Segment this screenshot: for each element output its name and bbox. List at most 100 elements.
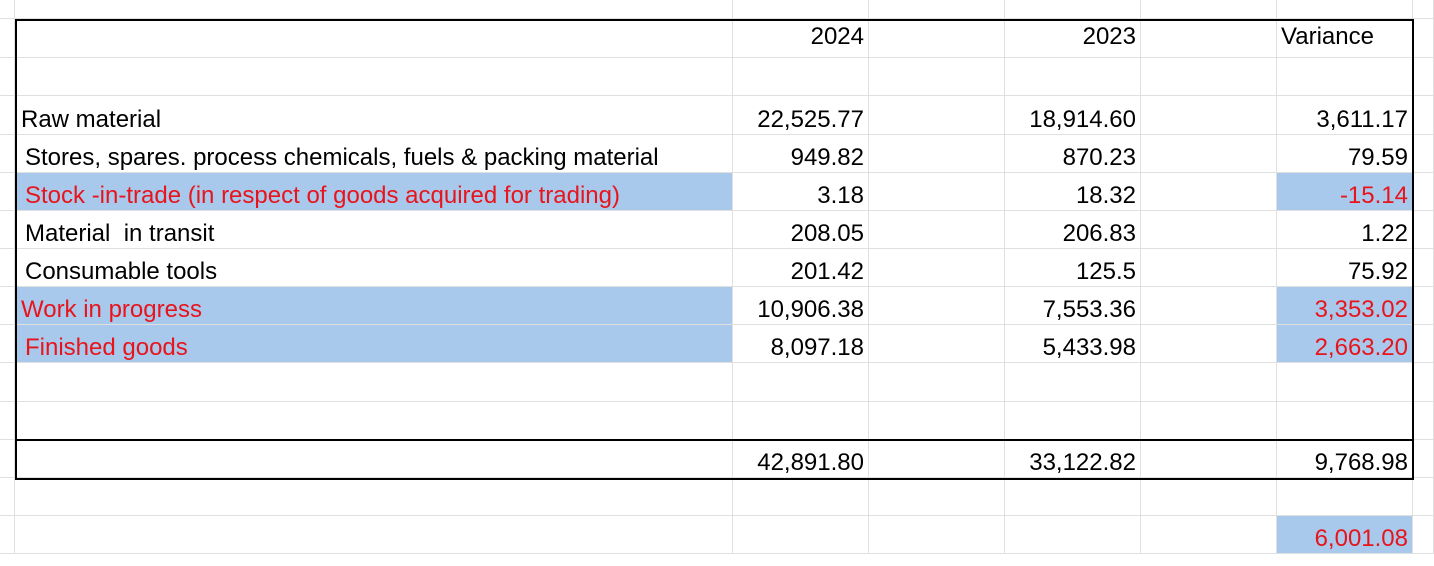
total-label-cell[interactable]	[15, 440, 733, 478]
cell[interactable]	[15, 402, 733, 440]
cell[interactable]	[1141, 478, 1277, 516]
row-label-stock-in-trade[interactable]: Stock -in-trade (in respect of goods acq…	[15, 173, 733, 211]
cell[interactable]	[0, 173, 15, 211]
cell[interactable]	[733, 516, 869, 554]
cell[interactable]	[733, 0, 869, 19]
cell[interactable]	[1277, 478, 1413, 516]
highlighted-variance-sum[interactable]: 6,001.08	[1277, 516, 1413, 554]
value-2024-finished-goods[interactable]: 8,097.18	[733, 325, 869, 363]
cell[interactable]	[0, 363, 15, 402]
value-2023-raw-material[interactable]: 18,914.60	[1005, 96, 1141, 135]
cell[interactable]	[869, 135, 1005, 173]
cell[interactable]	[869, 211, 1005, 249]
row-label-consumable-tools[interactable]: Consumable tools	[15, 249, 733, 287]
row-label-raw-material[interactable]: Raw material	[15, 96, 733, 135]
cell[interactable]	[0, 19, 15, 58]
cell[interactable]	[869, 325, 1005, 363]
cell[interactable]	[15, 478, 733, 516]
cell[interactable]	[869, 516, 1005, 554]
value-2023-work-in-progress[interactable]: 7,553.36	[1005, 287, 1141, 325]
cell[interactable]	[15, 0, 733, 19]
cell[interactable]	[1413, 173, 1434, 211]
cell[interactable]	[1141, 19, 1277, 58]
cell[interactable]	[733, 363, 869, 402]
cell[interactable]	[1277, 363, 1413, 402]
cell[interactable]	[1141, 173, 1277, 211]
cell[interactable]	[1005, 516, 1141, 554]
total-2023[interactable]: 33,122.82	[1005, 440, 1141, 478]
value-2023-material-in-transit[interactable]: 206.83	[1005, 211, 1141, 249]
cell[interactable]	[869, 402, 1005, 440]
cell[interactable]	[1413, 402, 1434, 440]
row-label-material-in-transit[interactable]: Material in transit	[15, 211, 733, 249]
variance-material-in-transit[interactable]: 1.22	[1277, 211, 1413, 249]
value-2023-stock-in-trade[interactable]: 18.32	[1005, 173, 1141, 211]
header-label-cell[interactable]	[15, 19, 733, 58]
cell[interactable]	[0, 516, 15, 554]
value-2024-work-in-progress[interactable]: 10,906.38	[733, 287, 869, 325]
cell[interactable]	[1141, 58, 1277, 96]
cell[interactable]	[0, 287, 15, 325]
cell[interactable]	[869, 173, 1005, 211]
cell[interactable]	[1413, 19, 1434, 58]
variance-raw-material[interactable]: 3,611.17	[1277, 96, 1413, 135]
header-2024-cell[interactable]: 2024	[733, 19, 869, 58]
cell[interactable]	[1413, 211, 1434, 249]
header-variance-cell[interactable]: Variance	[1277, 19, 1413, 58]
value-2024-material-in-transit[interactable]: 208.05	[733, 211, 869, 249]
row-label-work-in-progress[interactable]: Work in progress	[15, 287, 733, 325]
cell[interactable]	[1413, 516, 1434, 554]
cell[interactable]	[1413, 325, 1434, 363]
cell[interactable]	[0, 478, 15, 516]
cell[interactable]	[1141, 325, 1277, 363]
cell[interactable]	[1005, 402, 1141, 440]
cell[interactable]	[869, 249, 1005, 287]
variance-stores[interactable]: 79.59	[1277, 135, 1413, 173]
row-label-stores[interactable]: Stores, spares. process chemicals, fuels…	[15, 135, 733, 173]
cell[interactable]	[1141, 0, 1277, 19]
cell[interactable]	[1141, 211, 1277, 249]
row-label-finished-goods[interactable]: Finished goods	[15, 325, 733, 363]
cell[interactable]	[1277, 58, 1413, 96]
value-2023-finished-goods[interactable]: 5,433.98	[1005, 325, 1141, 363]
cell[interactable]	[869, 0, 1005, 19]
cell[interactable]	[1277, 402, 1413, 440]
cell[interactable]	[1413, 249, 1434, 287]
cell[interactable]	[869, 287, 1005, 325]
cell[interactable]	[1413, 135, 1434, 173]
value-2024-stock-in-trade[interactable]: 3.18	[733, 173, 869, 211]
cell[interactable]	[1005, 0, 1141, 19]
cell[interactable]	[869, 96, 1005, 135]
cell[interactable]	[15, 363, 733, 402]
cell[interactable]	[1413, 440, 1434, 478]
cell[interactable]	[869, 19, 1005, 58]
cell[interactable]	[1413, 363, 1434, 402]
cell[interactable]	[0, 440, 15, 478]
cell[interactable]	[0, 96, 15, 135]
value-2024-stores[interactable]: 949.82	[733, 135, 869, 173]
cell[interactable]	[1005, 58, 1141, 96]
cell[interactable]	[0, 58, 15, 96]
cell[interactable]	[15, 516, 733, 554]
cell[interactable]	[1413, 96, 1434, 135]
cell[interactable]	[1141, 516, 1277, 554]
cell[interactable]	[1413, 287, 1434, 325]
cell[interactable]	[1141, 287, 1277, 325]
variance-finished-goods[interactable]: 2,663.20	[1277, 325, 1413, 363]
cell[interactable]	[1141, 96, 1277, 135]
total-2024[interactable]: 42,891.80	[733, 440, 869, 478]
value-2023-consumable-tools[interactable]: 125.5	[1005, 249, 1141, 287]
variance-consumable-tools[interactable]: 75.92	[1277, 249, 1413, 287]
value-2024-consumable-tools[interactable]: 201.42	[733, 249, 869, 287]
cell[interactable]	[869, 58, 1005, 96]
cell[interactable]	[1413, 58, 1434, 96]
cell[interactable]	[1005, 363, 1141, 402]
cell[interactable]	[0, 402, 15, 440]
cell[interactable]	[1141, 402, 1277, 440]
header-2023-cell[interactable]: 2023	[1005, 19, 1141, 58]
total-variance[interactable]: 9,768.98	[1277, 440, 1413, 478]
cell[interactable]	[0, 135, 15, 173]
cell[interactable]	[0, 325, 15, 363]
cell[interactable]	[0, 0, 15, 19]
cell[interactable]	[1413, 478, 1434, 516]
